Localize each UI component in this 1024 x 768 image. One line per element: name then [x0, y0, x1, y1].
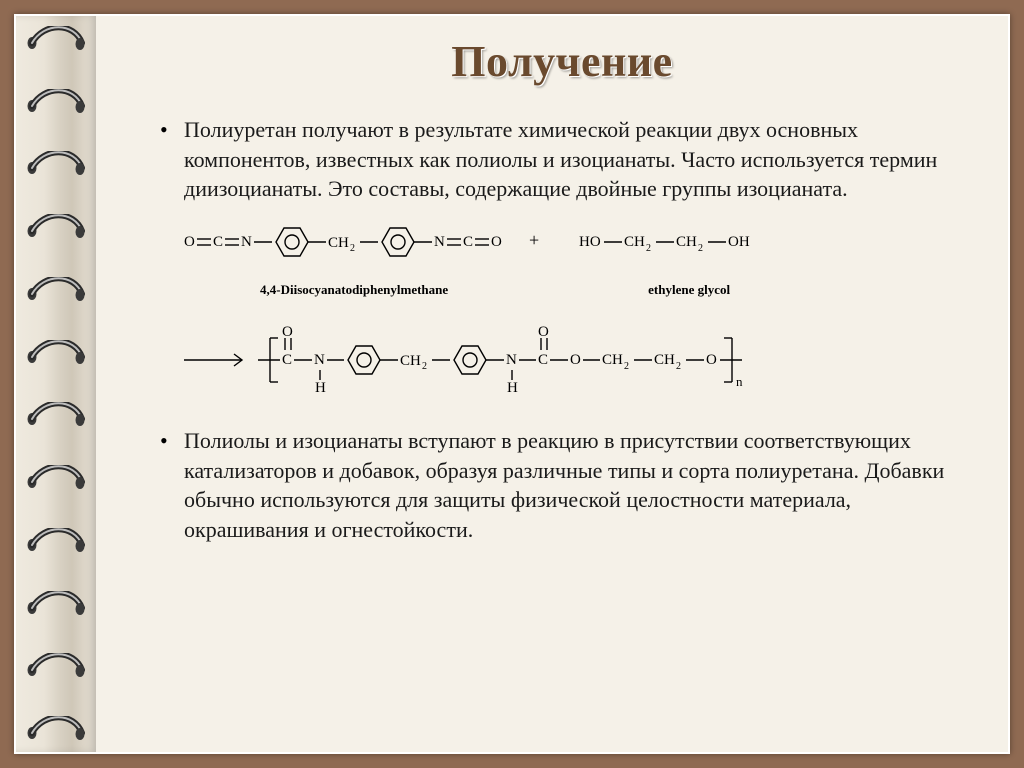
- svg-text:H: H: [507, 380, 518, 396]
- svg-text:CH: CH: [400, 353, 421, 369]
- svg-text:2: 2: [422, 361, 427, 372]
- svg-text:CH: CH: [654, 352, 675, 368]
- svg-text:2: 2: [698, 243, 703, 254]
- spiral-ring: [22, 465, 86, 499]
- svg-text:CH: CH: [624, 234, 645, 250]
- svg-text:OH: OH: [728, 234, 750, 250]
- list-item: Полиуретан получают в результате химичес…: [156, 115, 968, 204]
- slide-page: Получение Полиуретан получают в результа…: [14, 14, 1010, 754]
- spiral-ring: [22, 340, 86, 374]
- spiral-ring: [22, 89, 86, 123]
- svg-text:C: C: [213, 234, 223, 250]
- page-title: Получение: [156, 36, 968, 87]
- slide-content: Получение Полиуретан получают в результа…: [96, 16, 1008, 752]
- svg-text:O: O: [491, 234, 502, 250]
- spiral-ring: [22, 277, 86, 311]
- reagent1-name: 4,4-Diisocyanatodiphenylmethane: [260, 282, 448, 298]
- svg-text:CH: CH: [676, 234, 697, 250]
- svg-text:N: N: [314, 352, 325, 368]
- svg-text:O: O: [184, 234, 195, 250]
- svg-text:N: N: [434, 234, 445, 250]
- reagent2-name: ethylene glycol: [648, 282, 730, 298]
- svg-text:HO: HO: [579, 234, 601, 250]
- svg-text:2: 2: [646, 243, 651, 254]
- spiral-ring: [22, 214, 86, 248]
- reagent-captions: 4,4-Diisocyanatodiphenylmethane ethylene…: [184, 282, 968, 298]
- svg-text:O: O: [570, 352, 581, 368]
- bullet-list-2: Полиолы и изоцианаты вступают в реакцию …: [156, 426, 968, 545]
- svg-text:n: n: [736, 374, 743, 389]
- svg-text:+: +: [529, 230, 539, 250]
- svg-text:N: N: [506, 352, 517, 368]
- svg-text:C: C: [463, 234, 473, 250]
- svg-text:2: 2: [350, 243, 355, 254]
- notebook-spine: [16, 16, 96, 752]
- list-item: Полиолы и изоцианаты вступают в реакцию …: [156, 426, 968, 545]
- outer-frame: Получение Полиуретан получают в результа…: [0, 0, 1024, 768]
- svg-text:C: C: [282, 352, 292, 368]
- spiral-ring: [22, 151, 86, 185]
- spiral-ring: [22, 591, 86, 625]
- reaction-reagents: O C N CH 2: [156, 218, 968, 298]
- svg-text:CH: CH: [602, 352, 623, 368]
- spiral-ring: [22, 528, 86, 562]
- spiral-ring: [22, 653, 86, 687]
- svg-text:O: O: [538, 324, 549, 340]
- svg-text:2: 2: [676, 361, 681, 372]
- spiral-ring: [22, 716, 86, 750]
- reaction-product: C O N H CH 2: [156, 320, 968, 404]
- svg-text:2: 2: [624, 361, 629, 372]
- spiral-ring: [22, 26, 86, 60]
- svg-text:N: N: [241, 234, 252, 250]
- svg-text:O: O: [706, 352, 717, 368]
- bullet-text: Полиолы и изоцианаты вступают в реакцию …: [184, 428, 944, 542]
- svg-text:O: O: [282, 324, 293, 340]
- svg-text:H: H: [315, 380, 326, 396]
- bullet-list: Полиуретан получают в результате химичес…: [156, 115, 968, 204]
- svg-text:CH: CH: [328, 235, 349, 251]
- bullet-text: Полиуретан получают в результате химичес…: [184, 117, 937, 201]
- spiral-ring: [22, 402, 86, 436]
- svg-text:C: C: [538, 352, 548, 368]
